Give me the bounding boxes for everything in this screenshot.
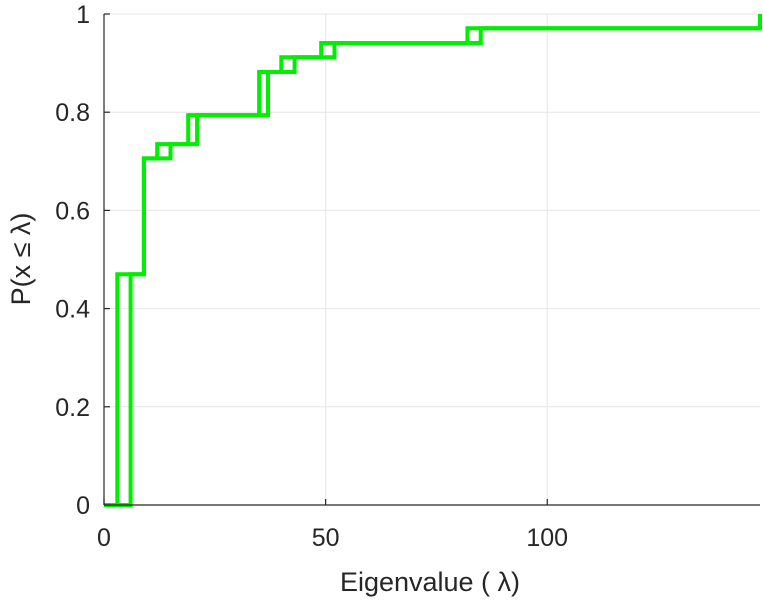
y-axis-label: P(x ≤ λ) <box>6 213 36 306</box>
y-tick-label-1: 0.2 <box>55 394 90 422</box>
x-axis-label: Eigenvalue ( λ) <box>340 567 520 597</box>
x-tick-label-2: 100 <box>526 524 568 552</box>
series-group <box>104 14 762 507</box>
axes <box>103 13 760 506</box>
y-tick-label-5: 1 <box>76 1 90 29</box>
tick-labels: 0 50 100 0 0.2 0.4 0.6 0.8 1 <box>55 1 568 552</box>
x-tick-label-1: 50 <box>312 524 340 552</box>
y-tick-label-0: 0 <box>76 492 90 520</box>
series-line-1 <box>104 14 762 507</box>
y-tick-label-2: 0.4 <box>55 296 90 324</box>
y-tick-label-4: 0.8 <box>55 99 90 127</box>
grid-lines <box>104 13 760 505</box>
x-tick-label-0: 0 <box>97 524 111 552</box>
y-tick-label-3: 0.6 <box>55 197 90 225</box>
series-line-2 <box>104 14 762 507</box>
